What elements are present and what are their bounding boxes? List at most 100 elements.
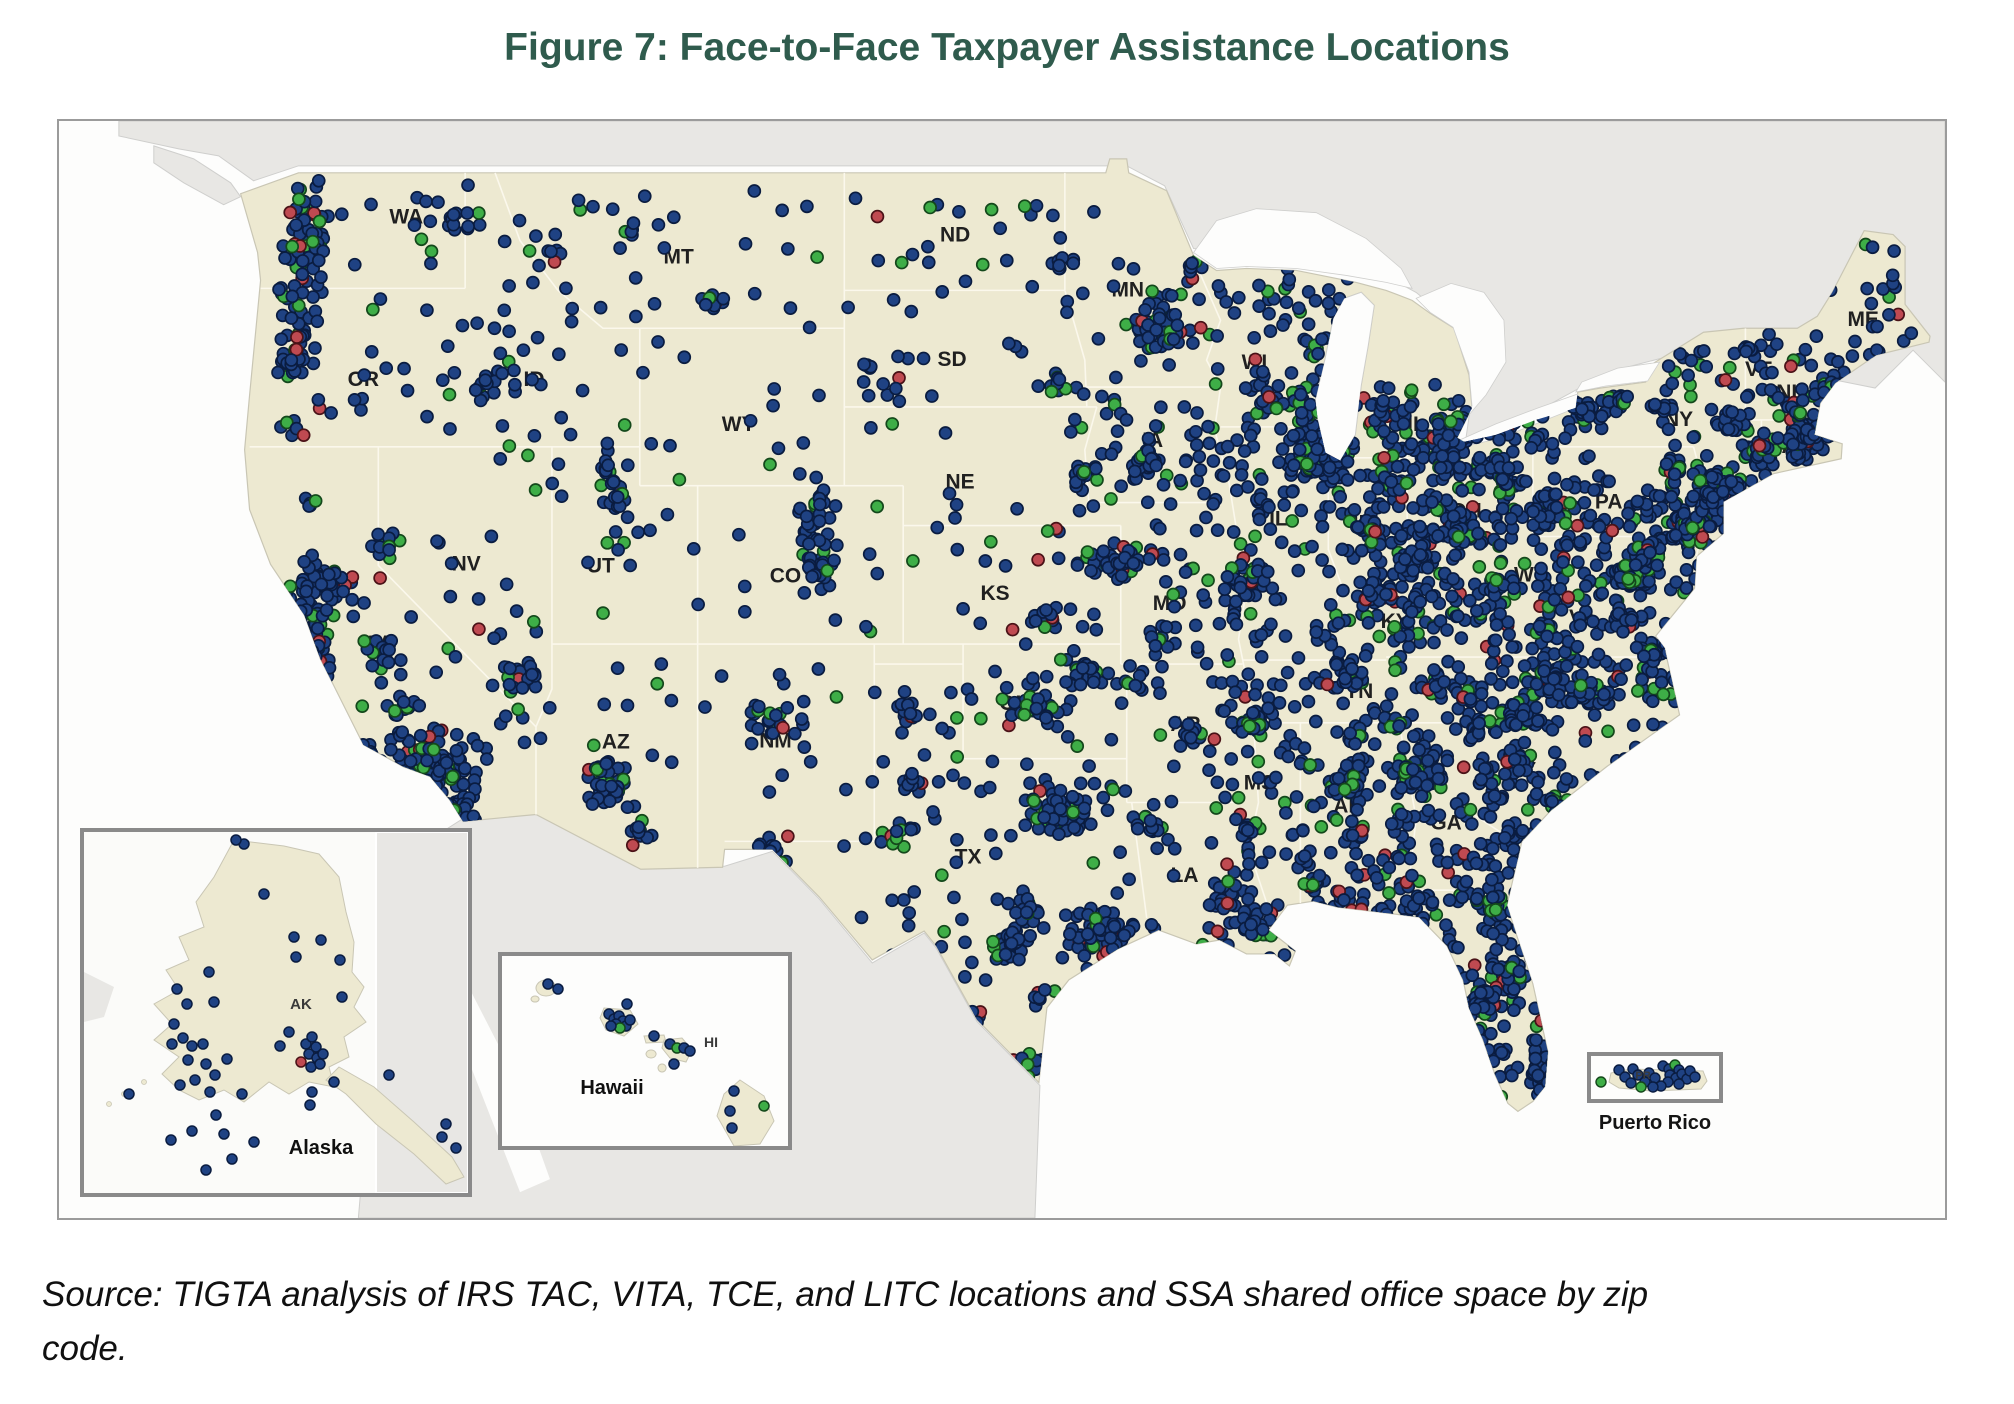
location-dot bbox=[1882, 307, 1896, 322]
location-dot bbox=[1472, 450, 1487, 465]
location-dot bbox=[1053, 802, 1068, 816]
location-dot bbox=[1287, 699, 1302, 714]
location-dot bbox=[636, 365, 650, 380]
location-dot bbox=[1642, 574, 1656, 589]
location-dot bbox=[783, 301, 798, 315]
location-dot bbox=[218, 1128, 230, 1140]
location-dot bbox=[1126, 556, 1141, 571]
location-dot bbox=[1297, 849, 1312, 863]
location-dot bbox=[308, 194, 323, 209]
location-dot bbox=[1142, 552, 1156, 566]
location-dot bbox=[1350, 802, 1364, 817]
location-dot bbox=[290, 951, 302, 963]
location-dot bbox=[747, 184, 762, 198]
location-dot bbox=[1573, 618, 1588, 633]
location-dot bbox=[1073, 776, 1088, 791]
location-dot bbox=[1067, 820, 1081, 835]
location-dot bbox=[1044, 384, 1059, 399]
location-dot bbox=[1224, 752, 1239, 766]
location-dot bbox=[1123, 659, 1137, 673]
location-dot bbox=[1793, 406, 1808, 420]
location-dot bbox=[1484, 1026, 1498, 1041]
location-dot bbox=[1210, 329, 1224, 343]
location-dot bbox=[871, 253, 886, 268]
location-dot bbox=[1090, 473, 1104, 487]
location-dot bbox=[935, 721, 949, 736]
location-dot bbox=[1251, 754, 1266, 769]
location-dot bbox=[1101, 666, 1116, 681]
location-dot bbox=[544, 244, 558, 259]
location-dot bbox=[1046, 208, 1060, 223]
location-dot bbox=[1077, 465, 1091, 479]
location-dot bbox=[1382, 860, 1397, 875]
location-dot bbox=[1439, 918, 1453, 932]
location-dot bbox=[1540, 629, 1554, 644]
location-dot bbox=[901, 918, 916, 933]
location-dot bbox=[629, 309, 643, 324]
location-dot bbox=[1685, 520, 1700, 535]
location-dot bbox=[647, 297, 662, 311]
location-dot bbox=[498, 709, 513, 724]
location-dot bbox=[283, 205, 298, 220]
location-dot bbox=[858, 831, 873, 846]
location-dot bbox=[382, 543, 396, 557]
location-dot bbox=[171, 983, 183, 995]
location-dot bbox=[1661, 359, 1676, 373]
location-dot bbox=[797, 586, 812, 600]
location-dot bbox=[1310, 442, 1325, 457]
location-dot bbox=[897, 684, 912, 699]
location-dot bbox=[1337, 782, 1352, 797]
location-dot bbox=[1217, 704, 1232, 718]
location-dot bbox=[1099, 406, 1114, 421]
location-dot bbox=[1534, 542, 1549, 556]
location-dot bbox=[424, 256, 438, 271]
location-dot bbox=[511, 702, 525, 717]
location-dot bbox=[1255, 364, 1270, 379]
location-dot bbox=[1010, 501, 1024, 516]
location-dot bbox=[1514, 778, 1529, 793]
location-dot bbox=[1287, 544, 1302, 558]
location-dot bbox=[304, 1099, 316, 1111]
location-dot bbox=[311, 173, 326, 188]
location-dot bbox=[677, 350, 692, 365]
location-dot bbox=[1240, 744, 1255, 759]
location-dot bbox=[424, 244, 439, 259]
location-dot bbox=[1705, 470, 1719, 484]
location-dot bbox=[1055, 950, 1070, 965]
location-dot bbox=[272, 282, 286, 297]
location-dot bbox=[1315, 332, 1329, 347]
location-dot bbox=[829, 690, 844, 704]
location-dot bbox=[1246, 706, 1260, 720]
location-dot bbox=[1367, 737, 1382, 751]
location-dot bbox=[1647, 1081, 1659, 1093]
location-dot bbox=[1472, 560, 1487, 574]
location-dot bbox=[502, 439, 517, 453]
location-dot bbox=[1240, 823, 1255, 838]
location-dot bbox=[1664, 489, 1679, 504]
location-dot bbox=[284, 353, 299, 367]
location-dot bbox=[1656, 687, 1671, 702]
location-dot bbox=[285, 239, 300, 254]
location-dot bbox=[907, 885, 922, 899]
location-dot bbox=[1762, 327, 1776, 342]
location-dot bbox=[1798, 342, 1813, 357]
source-note: Source: TIGTA analysis of IRS TAC, VITA,… bbox=[42, 1268, 1992, 1377]
location-dot bbox=[1149, 323, 1164, 337]
location-dot bbox=[1064, 425, 1078, 439]
location-dot bbox=[949, 855, 964, 870]
location-dot bbox=[1233, 580, 1248, 595]
state-label-nd: ND bbox=[940, 224, 970, 247]
location-dot bbox=[1392, 851, 1406, 866]
location-dot bbox=[937, 924, 951, 939]
location-dot bbox=[958, 274, 973, 289]
location-dot bbox=[311, 253, 326, 268]
location-dot bbox=[1279, 806, 1293, 820]
location-dot bbox=[1343, 726, 1357, 741]
location-dot bbox=[1654, 675, 1669, 690]
location-dot bbox=[563, 427, 578, 442]
location-dot bbox=[1455, 890, 1470, 905]
location-dot bbox=[651, 217, 666, 232]
location-dot bbox=[1068, 412, 1082, 427]
location-dot bbox=[601, 458, 615, 473]
location-dot bbox=[1406, 462, 1421, 477]
